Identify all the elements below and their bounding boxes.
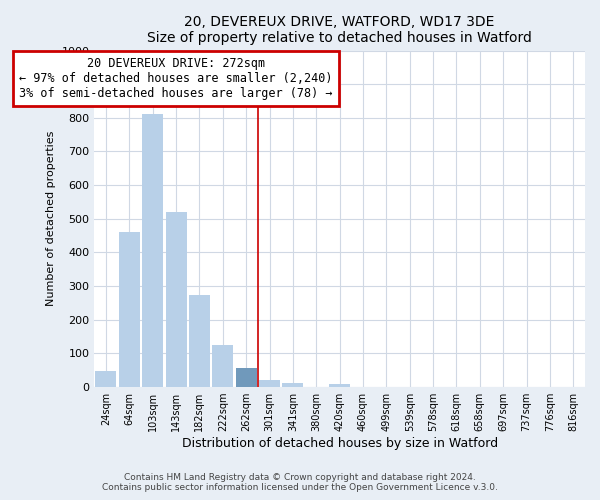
X-axis label: Distribution of detached houses by size in Watford: Distribution of detached houses by size … (182, 437, 497, 450)
Bar (142, 114, 163, 387)
Bar (236, 368, 257, 387)
Text: 20 DEVEREUX DRIVE: 272sqm
← 97% of detached houses are smaller (2,240)
3% of sem: 20 DEVEREUX DRIVE: 272sqm ← 97% of detac… (19, 58, 333, 100)
Bar (329, 384, 350, 387)
Y-axis label: Number of detached properties: Number of detached properties (46, 131, 56, 306)
Bar (189, 295, 210, 387)
Text: Contains HM Land Registry data © Crown copyright and database right 2024.
Contai: Contains HM Land Registry data © Crown c… (102, 473, 498, 492)
Bar (95, 372, 116, 387)
Bar (212, 345, 233, 387)
Title: 20, DEVEREUX DRIVE, WATFORD, WD17 3DE
Size of property relative to detached hous: 20, DEVEREUX DRIVE, WATFORD, WD17 3DE Si… (147, 15, 532, 45)
Bar (259, 380, 280, 387)
Bar (283, 383, 304, 387)
Bar (119, 232, 140, 387)
Bar (166, 212, 187, 387)
